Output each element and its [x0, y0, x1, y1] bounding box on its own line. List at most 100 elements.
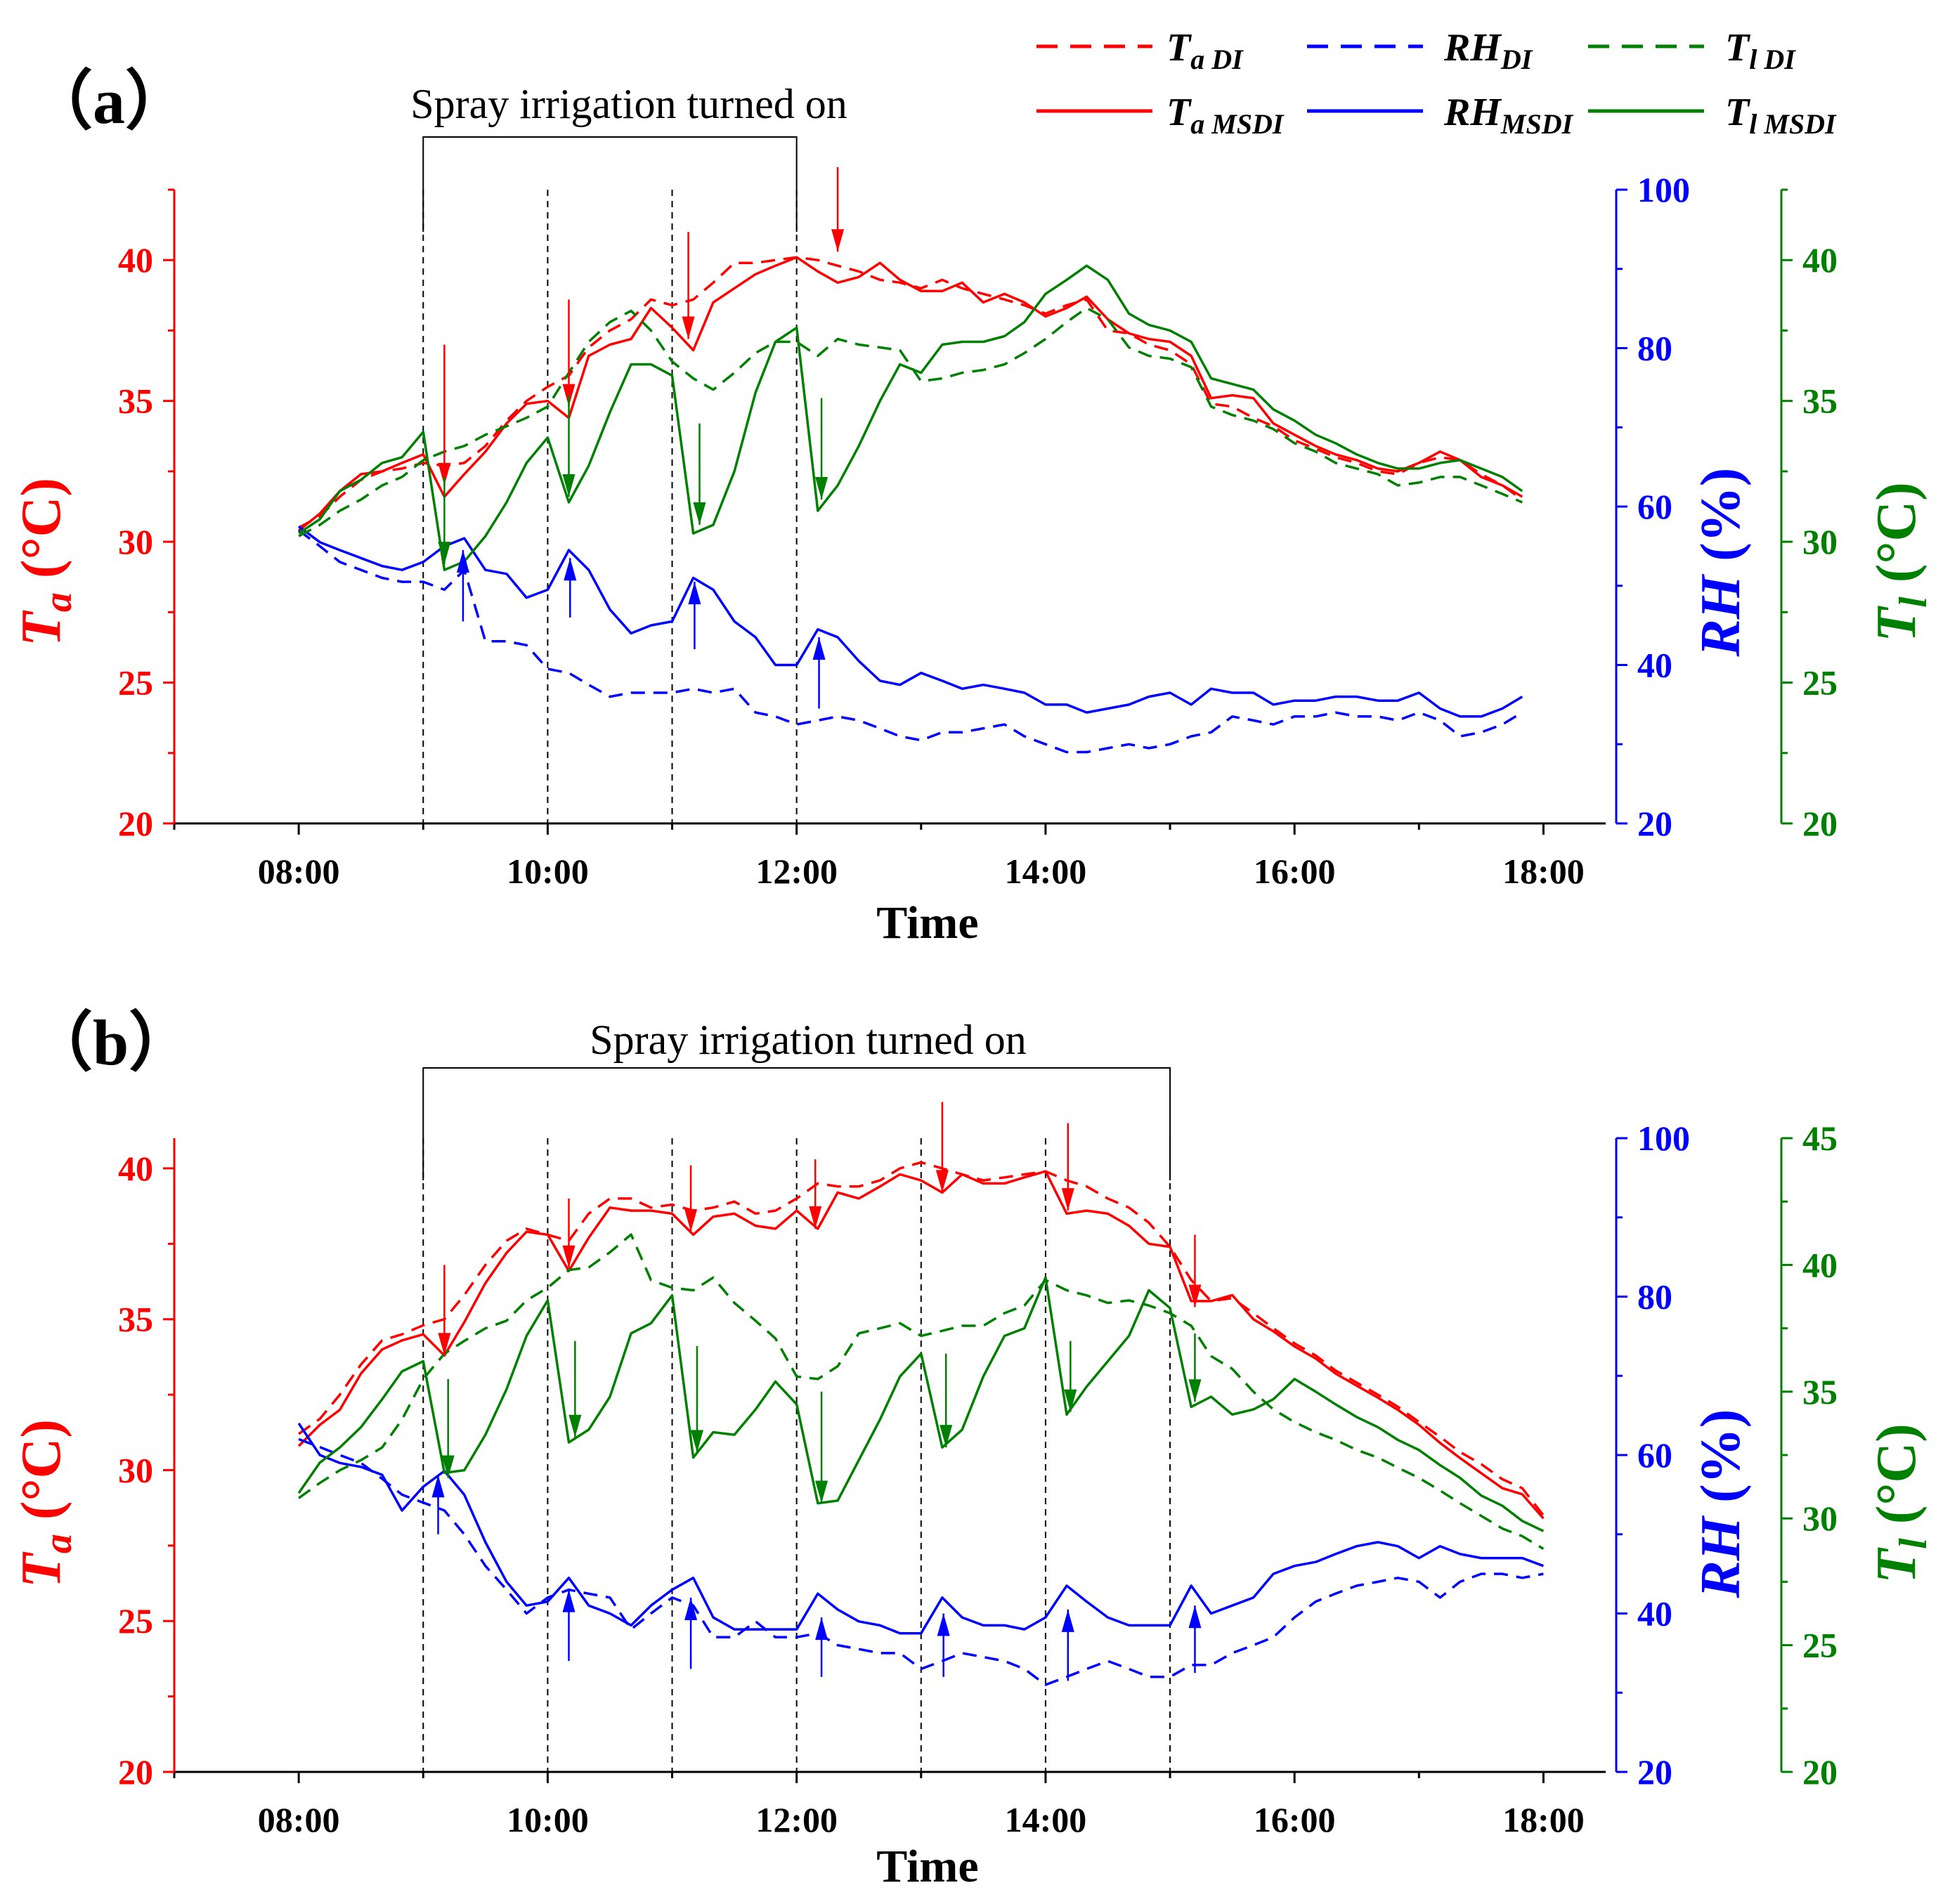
- rh-axis-tick-label: 40: [1637, 1594, 1672, 1634]
- arrow-head: [1188, 1605, 1202, 1629]
- ta-axis-tick-label: 40: [118, 1149, 153, 1188]
- rh-axis-tick-label: 20: [1637, 804, 1672, 843]
- arrow-head: [456, 550, 469, 573]
- x-tick-label: 10:00: [507, 852, 589, 891]
- ta-axis-tick-label: 35: [118, 382, 153, 421]
- arrow-head: [1061, 1188, 1074, 1211]
- tl-axis-tick-label: 40: [1802, 240, 1838, 280]
- legend-item-tl-di: Tl DI: [1588, 26, 1796, 75]
- series-rh-msdi: [297, 1422, 1545, 1635]
- spray-bracket: [422, 1067, 1171, 1180]
- legend-label: Tl MSDI: [1725, 91, 1837, 140]
- tl-axis-tick-label: 35: [1802, 382, 1838, 421]
- arrow-head: [815, 476, 828, 500]
- series-rh-di: [298, 529, 1523, 754]
- ta-axis-tick-label: 35: [118, 1300, 153, 1339]
- arrow-head: [812, 637, 826, 660]
- ta-axis-tick-label: 30: [118, 1450, 153, 1489]
- tl-axis-tick-label: 30: [1802, 522, 1838, 561]
- legend-item-ta-di: Ta DI: [1036, 26, 1244, 75]
- ta-axis-tick-label: 25: [118, 663, 153, 703]
- rh-axis-tick-label: 100: [1637, 170, 1690, 209]
- spray-label: Spray irrigation turned on: [590, 1017, 1027, 1063]
- tl-axis-tick-label: 25: [1802, 1626, 1838, 1665]
- legend-label: RHDI: [1443, 26, 1533, 75]
- arrow-head: [684, 1209, 698, 1232]
- x-tick-label: 14:00: [1005, 1800, 1087, 1839]
- ta-axis-tick-label: 25: [118, 1601, 153, 1641]
- x-tick-label: 10:00: [507, 1800, 589, 1839]
- arrow-head: [682, 316, 695, 339]
- arrow-head: [831, 229, 845, 252]
- tl-axis-tick-label: 45: [1802, 1119, 1838, 1158]
- ta-axis-tick-label: 20: [118, 1752, 153, 1792]
- legend-item-ta-msdi: Ta MSDI: [1036, 91, 1285, 140]
- x-tick-label: 08:00: [258, 852, 340, 891]
- arrow-head: [438, 1333, 451, 1356]
- rh-axis-tick-label: 80: [1637, 1277, 1672, 1317]
- x-axis-title: Time: [876, 1841, 978, 1892]
- arrow-head: [940, 1425, 953, 1448]
- spray-label: Spray irrigation turned on: [410, 81, 847, 127]
- tl-axis-tick-label: 20: [1802, 804, 1838, 843]
- rh-axis-title: RH (%): [1690, 468, 1752, 658]
- left-axis-title: Ta (°C): [11, 1419, 80, 1588]
- series-t-l-di: [298, 1233, 1545, 1551]
- series-t-a-msdi: [297, 1170, 1545, 1520]
- arrow-head: [815, 1617, 828, 1641]
- series-rh-msdi: [298, 525, 1523, 718]
- x-tick-label: 18:00: [1502, 1800, 1585, 1839]
- x-tick-label: 16:00: [1254, 1800, 1336, 1839]
- arrow-head: [564, 558, 577, 581]
- left-axis-title: Ta (°C): [11, 478, 80, 646]
- legend-label: Ta MSDI: [1166, 91, 1285, 140]
- rh-axis-tick-label: 60: [1637, 487, 1672, 526]
- panel-label: （a）: [28, 65, 190, 137]
- arrow-head: [684, 1597, 698, 1620]
- arrow-head: [937, 1613, 950, 1636]
- rh-axis-tick-label: 80: [1637, 329, 1672, 368]
- x-tick-label: 12:00: [755, 852, 838, 891]
- tl-axis-tick-label: 35: [1802, 1372, 1838, 1411]
- legend-label: Ta DI: [1166, 26, 1244, 75]
- arrow-head: [935, 1170, 949, 1193]
- arrow-head: [441, 1455, 455, 1478]
- x-tick-label: 18:00: [1502, 852, 1585, 891]
- arrow-head: [690, 1430, 703, 1453]
- rh-axis-tick-label: 20: [1637, 1752, 1672, 1792]
- tl-axis-tick-label: 25: [1802, 663, 1838, 703]
- tl-axis-title: Tl (°C): [1866, 482, 1935, 641]
- rh-axis-tick-label: 100: [1637, 1119, 1690, 1158]
- tl-axis-tick-label: 30: [1802, 1499, 1838, 1538]
- series-rh-di: [298, 1437, 1544, 1686]
- ta-axis-tick-label: 30: [118, 522, 153, 561]
- legend-item-tl-msdi: Tl MSDI: [1588, 91, 1837, 140]
- x-tick-label: 14:00: [1005, 852, 1087, 891]
- arrow-head: [562, 1589, 576, 1612]
- legend-label: Tl DI: [1725, 26, 1796, 75]
- series-t-a-di: [298, 256, 1523, 529]
- series-t-l-msdi: [298, 264, 1523, 571]
- series-t-l-di: [298, 306, 1523, 537]
- arrow-head: [1064, 1389, 1077, 1412]
- tl-axis-tick-label: 40: [1802, 1245, 1838, 1284]
- x-tick-label: 16:00: [1254, 852, 1336, 891]
- arrow-head: [688, 582, 701, 605]
- legend-label: RHMSDI: [1443, 91, 1574, 140]
- arrow-head: [438, 542, 451, 565]
- rh-axis-title: RH (%): [1690, 1409, 1752, 1599]
- plot-area: 08:00 10:00 12:00 14:00 16:00 18:00 20 25 30 35 40…: [118, 136, 1838, 891]
- arrow-head: [568, 1414, 582, 1437]
- panel-a: （a） Spray irrigation turned on Time Ta (…: [11, 65, 1935, 948]
- spray-bracket: [422, 136, 798, 232]
- ta-axis-tick-label: 40: [118, 240, 153, 280]
- legend-item-rh-msdi: RHMSDI: [1307, 91, 1574, 140]
- arrow-head: [1188, 1379, 1202, 1402]
- x-axis-title: Time: [876, 897, 978, 948]
- rh-axis-tick-label: 60: [1637, 1435, 1672, 1475]
- arrow-head: [562, 1245, 576, 1268]
- panel-label: （b）: [28, 1007, 193, 1078]
- ta-axis-tick-label: 20: [118, 804, 153, 843]
- x-tick-label: 12:00: [755, 1800, 838, 1839]
